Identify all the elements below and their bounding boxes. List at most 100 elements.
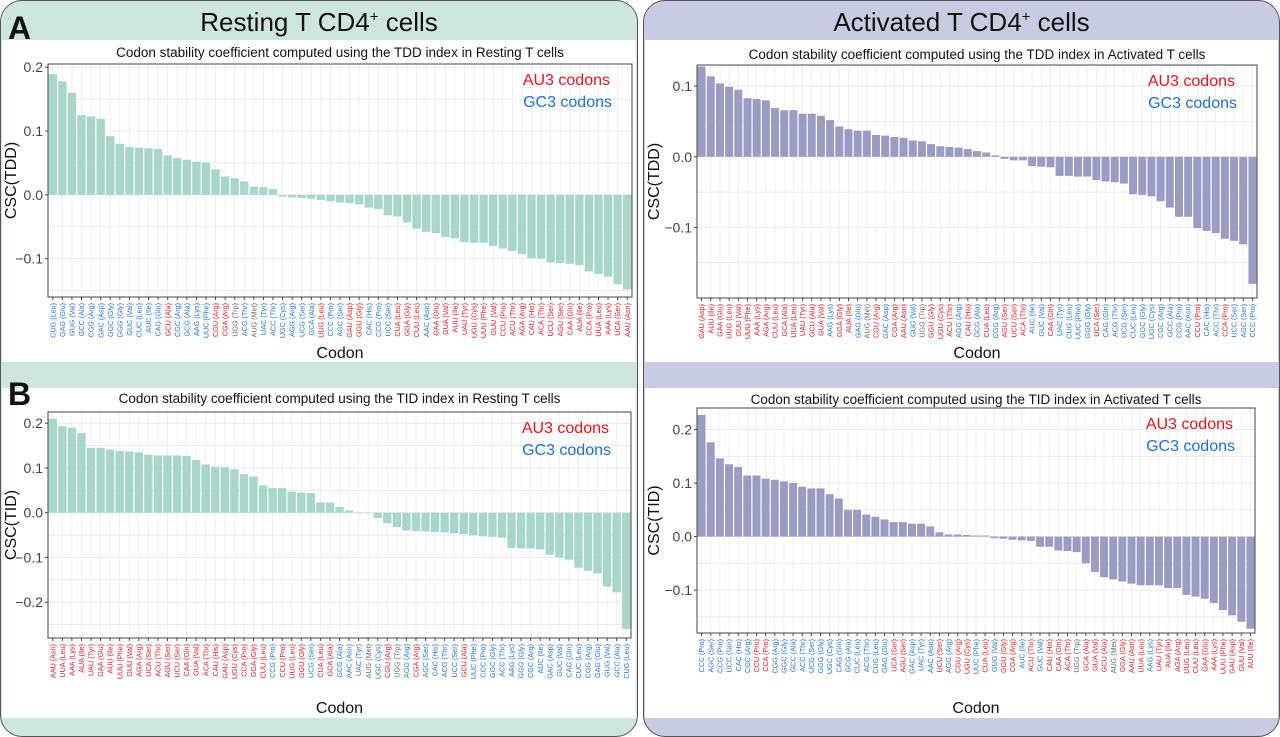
bar-ccg [374,194,383,209]
x-tick-label: GCG (Ala) [335,644,344,678]
bar-uac [259,187,268,195]
bar-agu [556,194,565,264]
x-tick-label: AUA (Ile) [844,304,853,333]
y-tick-label: 0.2 [673,421,693,437]
x-tick-label: UGU (Cys) [962,639,971,674]
bar-aag [507,512,516,549]
bar-uca [613,194,622,285]
x-tick-label: UGG (Trp) [230,303,239,337]
bar-cca [239,474,249,513]
x-tick-label: CGA (Arg) [221,303,230,336]
x-tick-label: CGA (Arg) [1008,639,1017,672]
x-tick-label: GGC (Gly) [780,639,789,673]
y-tick-label: 0.0 [673,149,693,165]
x-tick-label: UCA (Ser) [613,303,622,336]
bar-ccu [752,475,761,537]
bar-caa [182,455,191,513]
x-tick-label: UAU (Tyr) [460,303,469,335]
bar-acg [240,181,249,195]
legend-gc3-codons: GC3 codons [1146,438,1235,455]
x-tick-label: CUA (Leu) [316,644,325,678]
x-tick-label: CGG (Arg) [87,303,96,337]
bar-cua [316,502,325,513]
bar-gua [441,194,450,237]
bar-guu [488,194,498,246]
x-tick-label: GAA (Glu) [431,303,440,336]
x-tick-label: ACC (Thr) [798,639,807,672]
x-tick-label: UGC (Cys) [373,644,382,679]
x-tick-label: UCA (Ser) [889,639,898,672]
y-tick-label: 0.1 [673,475,693,491]
x-tick-label: GUC (Val) [125,303,134,336]
bar-gca [325,502,335,513]
x-tick-label: UUG (Leu) [1182,639,1191,674]
bar-agg [944,534,953,537]
x-tick-label: CCG (Pro) [1175,304,1184,338]
bar-ggg [1083,156,1092,177]
x-tick-label: GUU (Val) [125,644,134,677]
x-tick-label: UGU (Cys) [230,644,239,679]
bar-gua [191,459,201,513]
bar-uca [144,454,153,513]
bar-ucu [172,455,182,513]
x-tick-label: GUU (Val) [489,303,498,336]
x-tick-label: GAG (Glu) [880,639,889,673]
bar-ggc [106,136,115,195]
bar-ggc [1138,156,1147,195]
y-tick-label: 0.1 [673,78,693,94]
x-tick-label: UCG (Ser) [1119,304,1128,338]
resting-panel-title: Resting T CD4+ cells [200,7,438,37]
bar-uua [58,426,67,513]
x-tick-label: CUC (Leu) [574,644,583,678]
x-tick-label: CUG (Leu) [48,303,57,338]
bar-agg [402,512,411,531]
x-tick-label: UUG (Leu) [725,304,734,339]
bar-cac [734,466,743,537]
x-tick-label: UGC (Cys) [825,639,834,674]
x-tick-label: GGG (Gly) [517,644,526,678]
bar-gug [67,92,77,195]
x-tick-label: UUU (Phe) [479,303,488,338]
bar-acc [1211,156,1220,234]
x-tick-label: UGG (Trp) [392,644,401,678]
bar-auc [1028,156,1037,166]
x-tick-label: GGU (Gly) [927,304,936,338]
x-tick-label: GAU (Asp) [1228,639,1237,674]
bar-gau [220,467,229,513]
x-tick-label: CCG (Pro) [715,639,724,673]
bar-aag [192,161,201,195]
x-tick-label: AUU (Ile) [1246,639,1255,669]
bar-ugu [230,469,239,513]
legend-au3-codons: AU3 codons [1148,73,1235,90]
bar-cgc [743,475,752,537]
x-tick-label: GCA (Ala) [780,304,789,336]
x-tick-label: CAA (Gln) [1046,304,1055,336]
bar-gug [602,512,612,587]
x-tick-label: CGU (Arg) [383,644,392,678]
x-tick-label: GGA (Gly) [1118,639,1127,672]
x-tick-label: GCA (Ala) [326,644,335,676]
bar-gca [780,110,789,157]
x-tick-label: GAA (Glu) [1200,639,1209,672]
x-tick-label: UAU (Tyr) [798,304,807,336]
x-tick-label: GUA (Val) [441,303,450,335]
bar-ugg [392,512,402,528]
bar-ggu [999,536,1008,539]
bar-uau [798,113,807,157]
bar-cuu [412,194,421,229]
bar-aaa [1209,536,1218,603]
x-axis-label: Codon [316,345,363,362]
bar-cag [153,148,163,195]
x-tick-label: UCA (Ser) [1092,304,1101,337]
chart-title: Codon stability coefficient computed usi… [116,45,564,60]
bar-cgc [526,512,535,549]
x-tick-label: UCC (Ser) [1230,304,1239,338]
x-tick-label: UUG (Leu) [316,303,325,338]
bar-acu [945,146,954,157]
bar-ccc [697,414,706,537]
bar-gua [816,115,825,157]
y-tick-label: 0.2 [24,415,44,431]
x-tick-label: UUG (Leu) [287,644,296,679]
x-tick-label: UAC (Tyr) [917,639,926,671]
bar-ucu [546,194,555,263]
